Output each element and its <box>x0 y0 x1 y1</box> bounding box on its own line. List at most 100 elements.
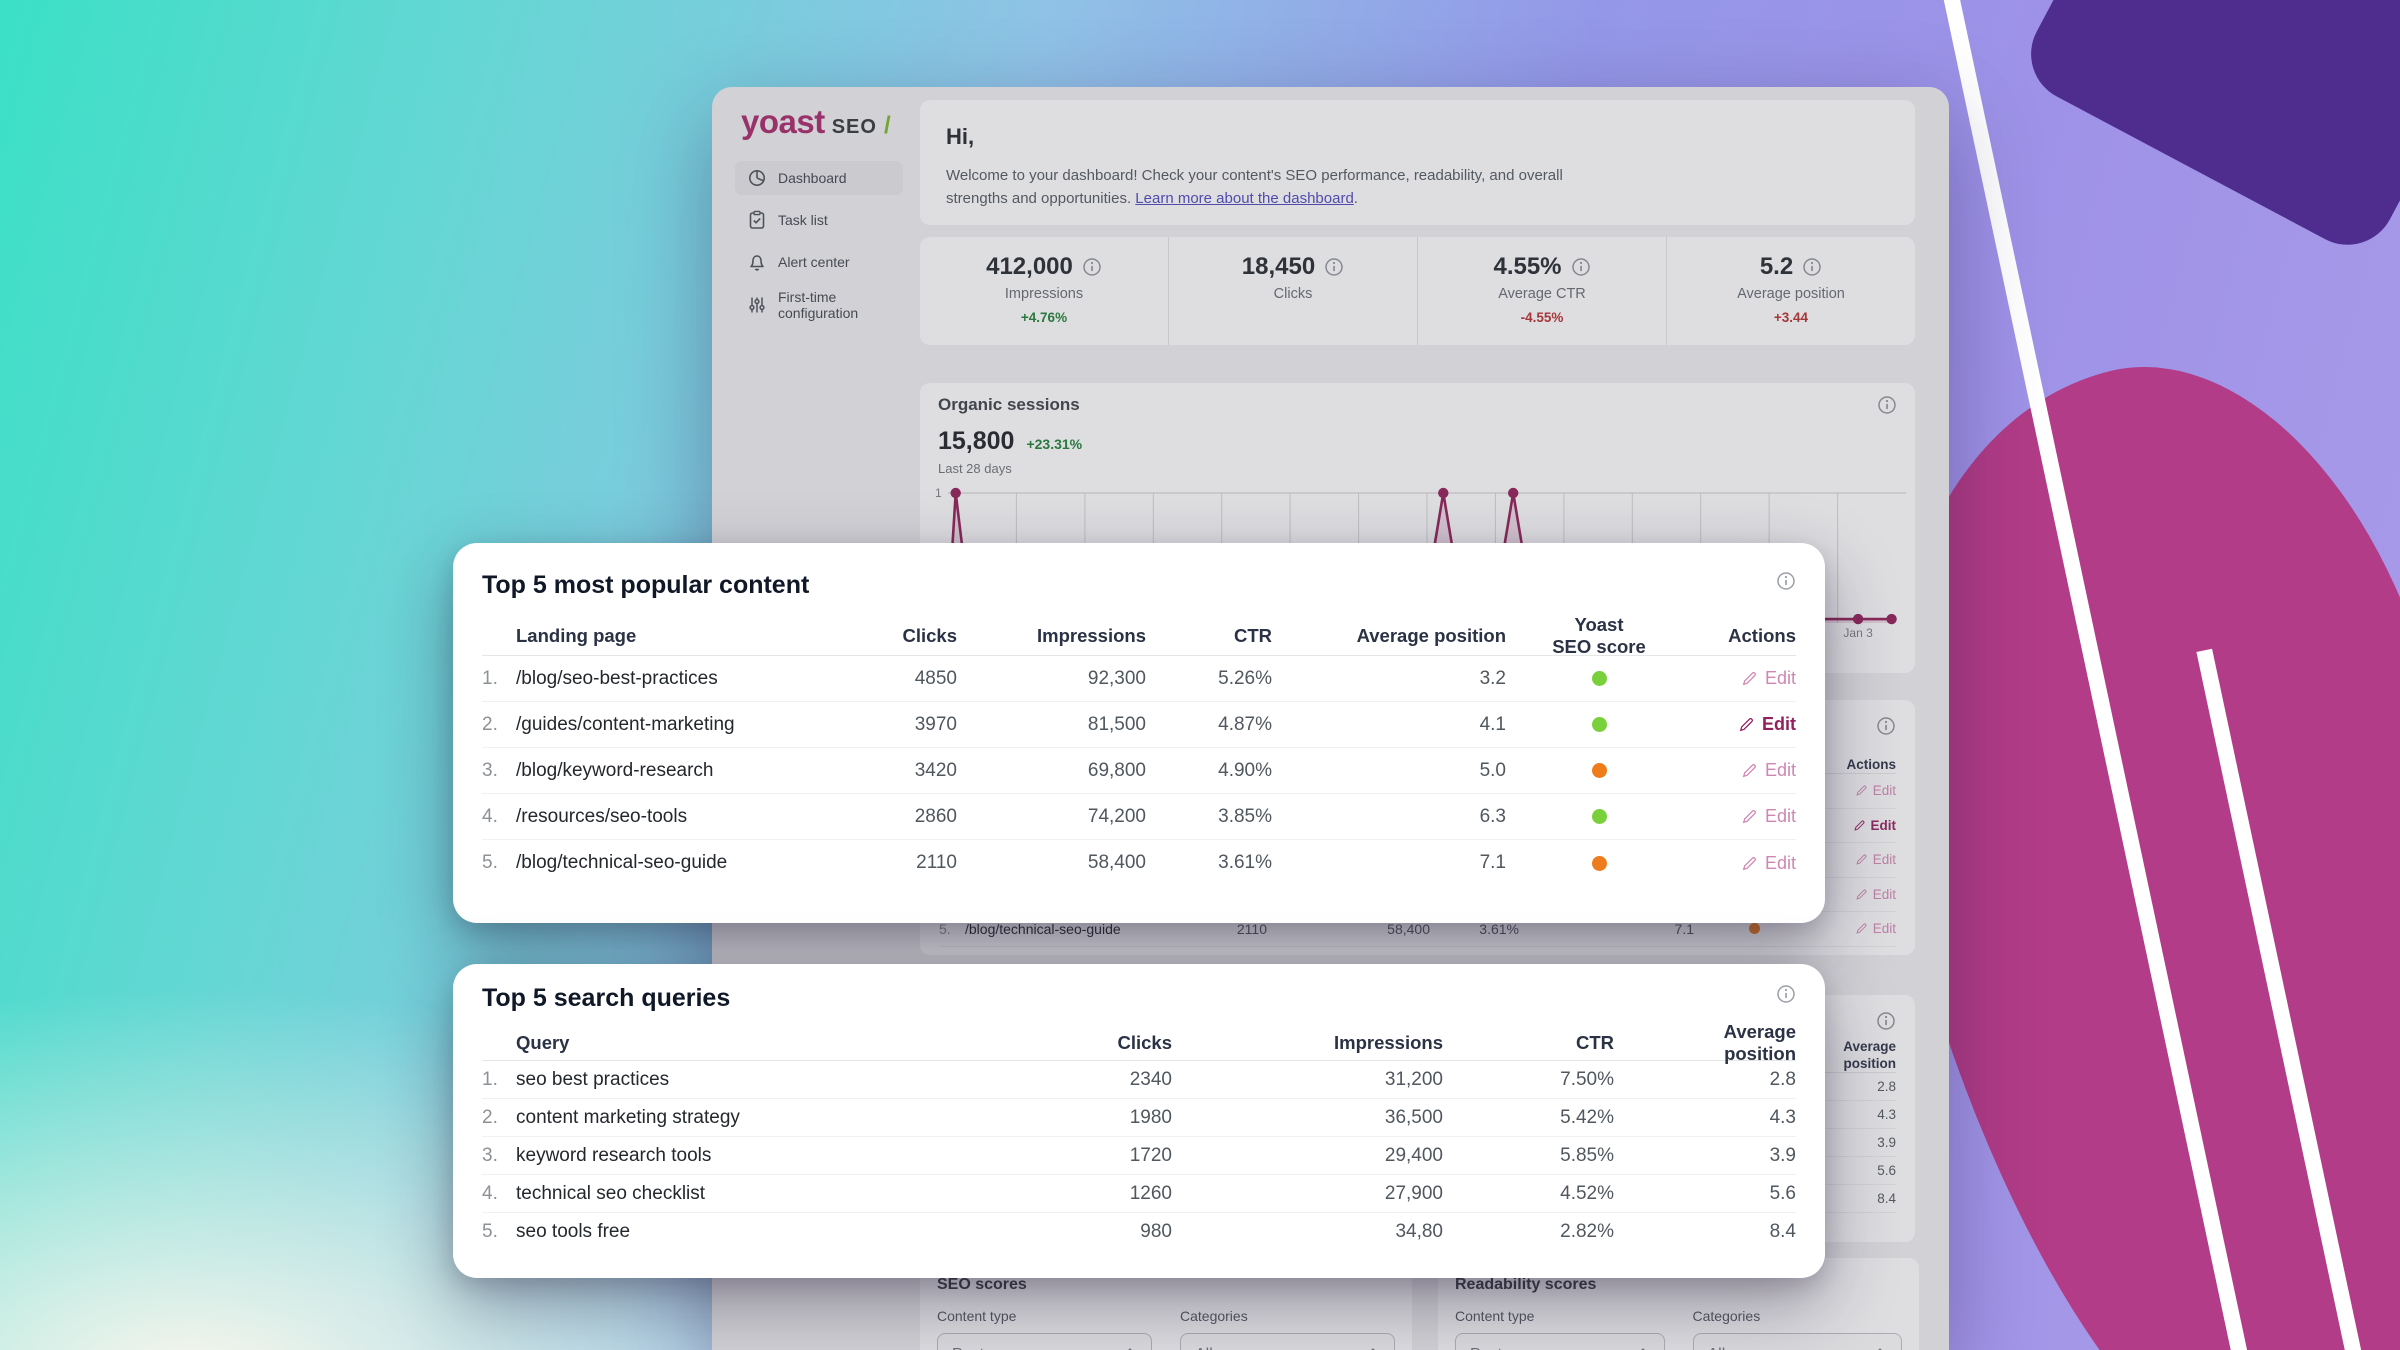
row-rank: 1. <box>482 667 498 689</box>
categories-select[interactable]: All <box>1180 1333 1395 1350</box>
impressions-cell: 69,800 <box>1087 759 1146 781</box>
average-position-cell: 8.4 <box>1769 1221 1796 1242</box>
edit-button[interactable]: Edit <box>1855 921 1896 936</box>
info-icon[interactable] <box>1776 984 1796 1004</box>
table-body: 1. seo best practices 2340 31,200 7.50% … <box>482 1061 1796 1251</box>
stat-value: 18,450 <box>1241 253 1316 280</box>
edit-button[interactable]: Edit <box>1853 818 1896 833</box>
seo-score-dot <box>1591 855 1607 871</box>
edit-button[interactable]: Edit <box>1855 852 1896 867</box>
logo-yoast: yoast <box>741 103 825 140</box>
ctr-cell: 5.26% <box>1218 667 1272 689</box>
impressions-cell: 92,300 <box>1087 667 1146 689</box>
info-icon[interactable] <box>1877 395 1897 415</box>
categories-label: Categories <box>1692 1308 1761 1324</box>
actions-cell: Edit <box>1692 853 1796 874</box>
alert-center-icon <box>750 255 764 271</box>
ctr-cell: 7.50% <box>1560 1068 1614 1090</box>
clicks-cell: 980 <box>1140 1221 1172 1242</box>
row-rank: 2. <box>482 713 498 735</box>
landing-page-cell: /blog/keyword-research <box>516 759 714 781</box>
stat-value: 412,000 <box>986 253 1073 280</box>
sidebar-item-task-list[interactable]: Task list <box>735 203 903 237</box>
impressions-cell: 34,80 <box>1395 1221 1443 1242</box>
organic-sessions-delta: +23.31% <box>1026 436 1083 452</box>
average-position-cell: 2.8 <box>1769 1068 1796 1090</box>
landing-page-cell: /blog/technical-seo-guide <box>516 852 728 873</box>
sidebar-item-alert-center[interactable]: Alert center <box>735 245 903 279</box>
seo-score-cell <box>1506 855 1692 871</box>
clicks-cell: 2340 <box>1129 1068 1172 1090</box>
stat-label: Average CTR <box>1498 286 1586 302</box>
stat-value: 5.2 <box>1759 253 1794 280</box>
actions-cell: Edit <box>1814 887 1896 902</box>
average-position-cell: 5.6 <box>1769 1182 1796 1204</box>
stat-average-ctr: 4.55% Average CTR -4.55% <box>1417 237 1666 345</box>
content-type-select[interactable]: Posts <box>937 1333 1152 1350</box>
sidebar-item-first-time-configuration[interactable]: First-time configuration <box>735 288 903 322</box>
impressions-cell: 36,500 <box>1384 1106 1443 1128</box>
table-header-row: Landing page Clicks Impressions CTR Aver… <box>482 614 1796 657</box>
table-row: 5. /blog/technical-seo-guide 2110 58,400… <box>482 840 1796 886</box>
ctr-cell: 3.85% <box>1218 805 1272 827</box>
greeting-card: Hi, Welcome to your dashboard! Check you… <box>920 100 1915 225</box>
average-position-cell: 4.3 <box>1877 1107 1896 1122</box>
info-icon[interactable] <box>1876 1011 1896 1031</box>
average-position-cell: 5.0 <box>1479 759 1506 781</box>
info-icon[interactable] <box>1324 257 1344 277</box>
stats-card: 412,000 Impressions +4.76% 18,450 Clicks… <box>920 237 1915 345</box>
average-position-cell: 3.2 <box>1479 667 1506 689</box>
edit-button[interactable]: Edit <box>1855 887 1896 902</box>
svg-text:1: 1 <box>935 486 942 500</box>
info-icon[interactable] <box>1776 571 1796 591</box>
table-row: 5. /blog/technical-seo-guide 2110 58,400… <box>939 912 1896 947</box>
pencil-icon <box>1742 672 1756 686</box>
seo-score-dot <box>1748 923 1760 935</box>
info-icon[interactable] <box>1571 257 1591 277</box>
logo-slash: / <box>883 112 891 139</box>
organic-sessions-value: 15,800 <box>938 427 1015 455</box>
row-rank: 4. <box>482 805 498 827</box>
categories-label: Categories <box>1180 1308 1248 1324</box>
table-row: 4. technical seo checklist 1260 27,900 4… <box>482 1175 1796 1213</box>
table-row: 3. keyword research tools 1720 29,400 5.… <box>482 1137 1796 1175</box>
edit-button[interactable]: Edit <box>1738 714 1796 735</box>
query-cell: seo best practices <box>516 1068 670 1090</box>
categories-select[interactable]: All <box>1692 1333 1902 1350</box>
edit-button[interactable]: Edit <box>1855 783 1896 798</box>
info-icon[interactable] <box>1082 257 1102 277</box>
table-row: 3. /blog/keyword-research 3420 69,800 4.… <box>482 748 1796 794</box>
edit-button[interactable]: Edit <box>1741 668 1796 689</box>
average-position-cell: 4.3 <box>1769 1106 1796 1128</box>
row-rank: 4. <box>482 1182 498 1204</box>
edit-button[interactable]: Edit <box>1741 806 1796 827</box>
task-list-icon <box>749 210 765 229</box>
organic-sessions-title: Organic sessions <box>938 395 1080 414</box>
yoast-logo: yoast SEO / <box>741 103 891 141</box>
info-icon[interactable] <box>1876 716 1896 736</box>
landing-page-cell: /guides/content-marketing <box>516 713 735 735</box>
sidebar-item-dashboard[interactable]: Dashboard <box>735 161 903 195</box>
row-rank: 3. <box>482 759 498 781</box>
content-type-label: Content type <box>1455 1308 1535 1324</box>
row-rank: 5. <box>482 1221 498 1242</box>
actions-cell: Edit <box>1692 668 1796 689</box>
seo-score-dot <box>1591 809 1607 824</box>
content-type-select[interactable]: Posts <box>1455 1333 1665 1350</box>
learn-more-link[interactable]: Learn more about the dashboard <box>1135 190 1354 207</box>
edit-button[interactable]: Edit <box>1741 853 1796 874</box>
greeting-message: Welcome to your dashboard! Check your co… <box>946 167 1563 207</box>
ctr-cell: 4.87% <box>1218 713 1272 735</box>
edit-button[interactable]: Edit <box>1741 760 1796 781</box>
clicks-cell: 1260 <box>1129 1182 1172 1204</box>
actions-cell: Edit <box>1692 806 1796 827</box>
query-cell: content marketing strategy <box>516 1106 740 1128</box>
row-rank: 1. <box>482 1068 498 1090</box>
info-icon[interactable] <box>1802 257 1822 277</box>
chevron-updown-icon <box>1370 1347 1376 1350</box>
stat-label: Average position <box>1737 286 1845 302</box>
greeting-title: Hi, <box>946 124 975 149</box>
impressions-cell: 58,400 <box>1387 920 1430 937</box>
table-row: 1. /blog/seo-best-practices 4850 92,300 … <box>482 656 1796 702</box>
